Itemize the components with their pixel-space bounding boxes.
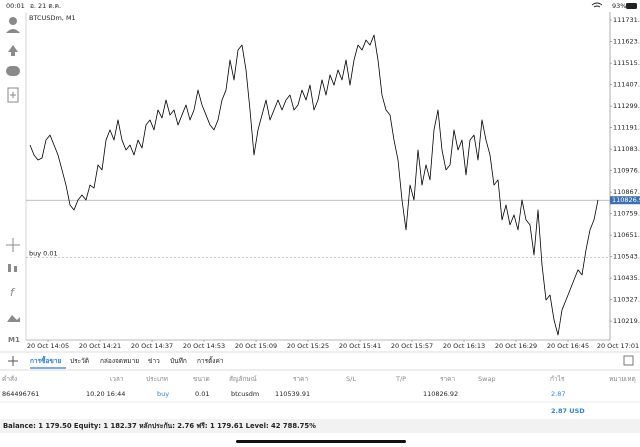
table-header: ราคา bbox=[440, 375, 455, 383]
price-label: 110826.92 bbox=[612, 196, 640, 204]
x-tick-label: 20 Oct 15:57 bbox=[391, 342, 433, 350]
total-profit: 2.87 USD bbox=[551, 407, 585, 415]
y-tick-label: 110759.50 bbox=[613, 210, 640, 218]
y-tick-label: 111515.15 bbox=[613, 59, 640, 67]
table-cell: btcusdm bbox=[231, 390, 259, 398]
tab[interactable]: ประวัติ bbox=[70, 357, 89, 365]
balance-text: Balance: 1 179.50 Equity: 1 182.37 หลักป… bbox=[3, 422, 316, 430]
wifi-icon bbox=[591, 2, 603, 8]
y-tick-label: 110651.55 bbox=[613, 231, 640, 239]
home-indicator bbox=[236, 440, 406, 443]
new-order-plus bbox=[10, 92, 16, 98]
y-tick-label: 110867.45 bbox=[613, 188, 640, 196]
battery-icon bbox=[626, 3, 637, 9]
table-cell: 864496761 bbox=[2, 390, 39, 398]
table-header: Swap bbox=[478, 375, 496, 383]
table-header: ราคา bbox=[293, 375, 308, 383]
price-label-bg bbox=[610, 196, 640, 205]
y-tick-label: 111731.70 bbox=[613, 16, 640, 24]
table-header: คำสั่ง bbox=[2, 374, 17, 383]
table-cell: 10.20 16:44 bbox=[86, 390, 125, 398]
y-tick-label: 111623.10 bbox=[613, 38, 640, 46]
y-tick-label: 111299.25 bbox=[613, 102, 640, 110]
x-tick-label: 20 Oct 14:53 bbox=[183, 342, 225, 350]
table-cell: 110539.91 bbox=[275, 390, 310, 398]
tab[interactable]: การตั้งค่า bbox=[197, 356, 224, 365]
account-icon-body bbox=[6, 29, 20, 33]
y-tick-label: 110327.70 bbox=[613, 296, 640, 304]
tab[interactable]: กล่องจดหมาย bbox=[100, 357, 139, 365]
table-header: S/L bbox=[346, 375, 356, 383]
table-cell: 110826.92 bbox=[423, 390, 458, 398]
plot: buy 0.01 bbox=[26, 34, 610, 336]
table-header: เวลา bbox=[110, 375, 124, 383]
tab[interactable]: ข่าว bbox=[148, 357, 160, 365]
chart-title: BTCUSDm, M1 bbox=[29, 14, 76, 22]
x-tick-label: 20 Oct 16:29 bbox=[495, 342, 537, 350]
x-tick-label: 20 Oct 15:25 bbox=[287, 342, 329, 350]
add-button[interactable] bbox=[8, 356, 18, 366]
function-icon[interactable]: f bbox=[10, 286, 16, 299]
table-cell: 2.87 bbox=[551, 390, 565, 398]
tab[interactable]: บันทึก bbox=[170, 357, 187, 365]
y-tick-label: 111407.20 bbox=[613, 81, 640, 89]
new-order-icon[interactable] bbox=[7, 87, 19, 103]
x-tick-label: 20 Oct 15:41 bbox=[339, 342, 381, 350]
chat-icon[interactable] bbox=[6, 66, 20, 76]
table-header: กำไร bbox=[550, 375, 565, 383]
table-header: ประเภท bbox=[146, 375, 168, 383]
table-header: ขนาด bbox=[193, 375, 210, 383]
y-tick-label: 110219.75 bbox=[613, 317, 640, 325]
table-header: สัญลักษณ์ bbox=[229, 375, 257, 383]
x-tick-label: 20 Oct 17:01 bbox=[597, 342, 639, 350]
left-toolbar: f M1 bbox=[6, 17, 20, 344]
table-header: T/P bbox=[395, 375, 406, 383]
trade-icon[interactable] bbox=[8, 45, 18, 56]
tab[interactable]: การซื้อขาย bbox=[30, 355, 61, 365]
x-tick-label: 20 Oct 15:09 bbox=[235, 342, 277, 350]
table-header: หมายเหตุ bbox=[609, 375, 636, 383]
x-tick-label: 20 Oct 16:45 bbox=[547, 342, 589, 350]
indicator-icon-2 bbox=[14, 266, 17, 272]
timeframe-button[interactable]: M1 bbox=[8, 336, 20, 344]
x-tick-label: 20 Oct 14:21 bbox=[79, 342, 121, 350]
order-line-label: buy 0.01 bbox=[29, 249, 58, 257]
table-cell: buy bbox=[157, 390, 169, 398]
status-date: อ. 21 ต.ค. bbox=[30, 2, 61, 10]
objects-icon[interactable] bbox=[7, 315, 20, 322]
y-tick-label: 110435.65 bbox=[613, 274, 640, 282]
account-icon[interactable] bbox=[9, 17, 17, 25]
y-tick-label: 111083.35 bbox=[613, 145, 640, 153]
price-line-series bbox=[29, 34, 599, 336]
indicator-icon[interactable] bbox=[8, 264, 11, 272]
x-tick-label: 20 Oct 16:13 bbox=[443, 342, 485, 350]
table-cell: 0.01 bbox=[195, 390, 209, 398]
y-tick-label: 110976.40 bbox=[613, 166, 640, 174]
x-tick-label: 20 Oct 14:37 bbox=[131, 342, 173, 350]
y-tick-label: 110543.60 bbox=[613, 253, 640, 261]
crosshair-icon[interactable] bbox=[6, 238, 20, 252]
status-battery: 93% bbox=[612, 2, 626, 10]
balance-bar-bg bbox=[0, 419, 640, 433]
x-tick-label: 20 Oct 14:05 bbox=[27, 342, 69, 350]
y-tick-label: 111191.30 bbox=[613, 124, 640, 132]
status-time: 00:01 bbox=[6, 2, 25, 10]
panel-toggle[interactable] bbox=[623, 355, 634, 366]
